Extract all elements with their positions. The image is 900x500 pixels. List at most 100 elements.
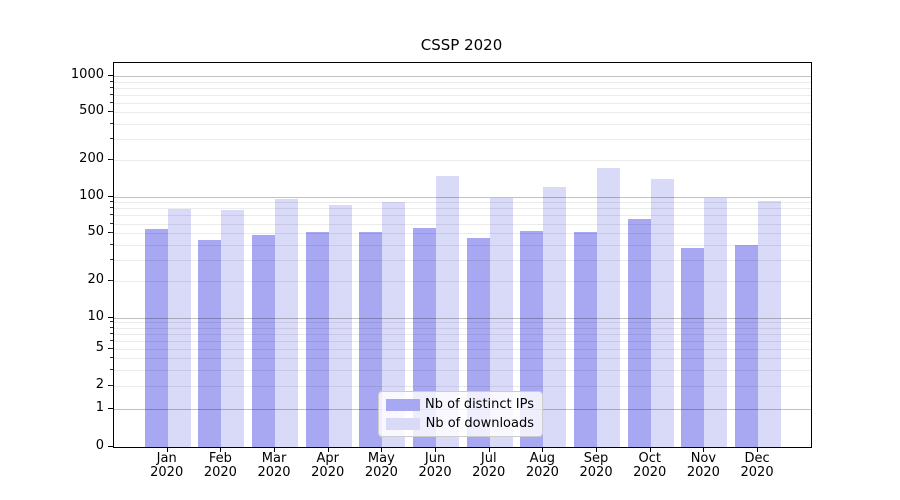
minor-gridline [114, 349, 811, 350]
bar-downloads [597, 168, 621, 447]
y-minor-tick-mark [110, 207, 113, 209]
y-minor-tick-mark [110, 201, 113, 203]
minor-gridline [114, 369, 811, 371]
x-axis-tick-label: Jul 2020 [461, 452, 517, 480]
x-tick-year: 2020 [525, 465, 559, 480]
y-axis-tick-label: 5 [95, 340, 104, 355]
y-tick-mark [108, 75, 113, 77]
y-minor-tick-mark [110, 357, 113, 358]
x-tick-year: 2020 [740, 465, 774, 480]
x-tick-mark [488, 447, 490, 452]
bar-downloads [436, 175, 460, 447]
x-tick-mark [166, 447, 168, 452]
x-tick-year: 2020 [472, 465, 506, 480]
y-axis-tick-label: 1 [95, 400, 104, 415]
y-tick-mark [108, 446, 113, 447]
y-tick-mark [108, 195, 113, 197]
y-minor-tick-mark [110, 348, 113, 349]
x-tick-month: May [367, 451, 395, 466]
x-tick-mark [649, 447, 651, 452]
x-tick-year: 2020 [364, 465, 398, 480]
minor-gridline [114, 244, 811, 246]
bar-downloads [275, 198, 299, 447]
minor-gridline [114, 102, 811, 104]
bar-downloads [328, 205, 352, 447]
minor-gridline [114, 87, 811, 89]
bar-downloads [650, 179, 674, 447]
x-tick-month: Feb [208, 451, 232, 466]
minor-gridline [114, 322, 811, 324]
x-axis-tick-label: Mar 2020 [246, 452, 302, 480]
y-minor-tick-mark [110, 86, 113, 88]
minor-gridline [114, 333, 811, 335]
bar-downloads [758, 200, 782, 447]
chart-title: CSSP 2020 [420, 36, 503, 54]
y-minor-tick-mark [110, 243, 113, 245]
minor-gridline [114, 340, 811, 342]
legend-swatch-distinct-ips [386, 398, 420, 411]
x-tick-year: 2020 [686, 465, 720, 480]
minor-gridline [114, 112, 811, 114]
x-axis-tick-label: Dec 2020 [729, 452, 785, 480]
bar-downloads [543, 186, 567, 447]
legend-label: Nb of distinct IPs [425, 396, 534, 412]
bar-downloads [382, 201, 406, 447]
major-gridline [114, 317, 811, 319]
x-axis-tick-label: Oct 2020 [622, 452, 678, 480]
bar-distinct-ips [627, 218, 651, 447]
x-tick-year: 2020 [311, 465, 345, 480]
x-tick-month: Jun [424, 451, 446, 466]
x-tick-mark [596, 447, 598, 452]
x-tick-year: 2020 [203, 465, 237, 480]
bar-distinct-ips [574, 232, 598, 447]
x-tick-mark [542, 447, 544, 452]
bar-distinct-ips [735, 244, 759, 447]
legend-swatch-downloads [386, 417, 420, 430]
bar-distinct-ips [144, 229, 168, 447]
minor-gridline [114, 215, 811, 217]
y-minor-tick-mark [110, 258, 113, 260]
minor-gridline [114, 327, 811, 329]
y-minor-tick-mark [110, 123, 113, 125]
x-tick-year: 2020 [418, 465, 452, 480]
y-axis-tick-label: 0 [95, 438, 104, 453]
y-minor-tick-mark [110, 101, 113, 103]
x-axis-tick-label: Feb 2020 [192, 452, 248, 480]
bar-distinct-ips [359, 232, 383, 447]
bar-distinct-ips [305, 232, 329, 447]
y-axis-tick-label: 2 [95, 377, 104, 392]
y-axis-tick-label: 10 [87, 308, 104, 324]
y-minor-tick-mark [110, 214, 113, 216]
x-tick-month: Dec [744, 451, 770, 466]
minor-gridline [114, 223, 811, 225]
x-tick-mark [220, 447, 222, 452]
x-axis-tick-label: Jan 2020 [139, 452, 195, 480]
x-tick-year: 2020 [257, 465, 291, 480]
y-minor-tick-mark [110, 93, 113, 95]
x-tick-mark [327, 447, 329, 452]
y-minor-tick-mark [110, 232, 113, 234]
bar-distinct-ips [198, 239, 222, 447]
x-axis-tick-label: Apr 2020 [300, 452, 356, 480]
minor-gridline [114, 281, 811, 283]
x-tick-mark [274, 447, 276, 452]
x-tick-mark [757, 447, 759, 452]
y-minor-tick-mark [110, 385, 113, 386]
y-axis-tick-label: 1000 [70, 67, 104, 83]
y-minor-tick-mark [110, 138, 113, 140]
x-tick-year: 2020 [150, 465, 184, 480]
y-minor-tick-mark [110, 339, 113, 341]
plot-area [113, 62, 812, 448]
y-axis-tick-label: 200 [79, 151, 104, 167]
minor-gridline [114, 358, 811, 359]
x-tick-mark [381, 447, 383, 452]
x-axis-tick-label: Sep 2020 [568, 452, 624, 480]
y-minor-tick-mark [110, 222, 113, 224]
minor-gridline [114, 94, 811, 96]
x-tick-month: Aug [529, 451, 556, 466]
x-tick-month: Jul [480, 451, 497, 466]
y-minor-tick-mark [110, 368, 113, 370]
bar-downloads [489, 198, 513, 447]
x-tick-month: Mar [261, 451, 287, 466]
bar-distinct-ips [252, 235, 276, 447]
